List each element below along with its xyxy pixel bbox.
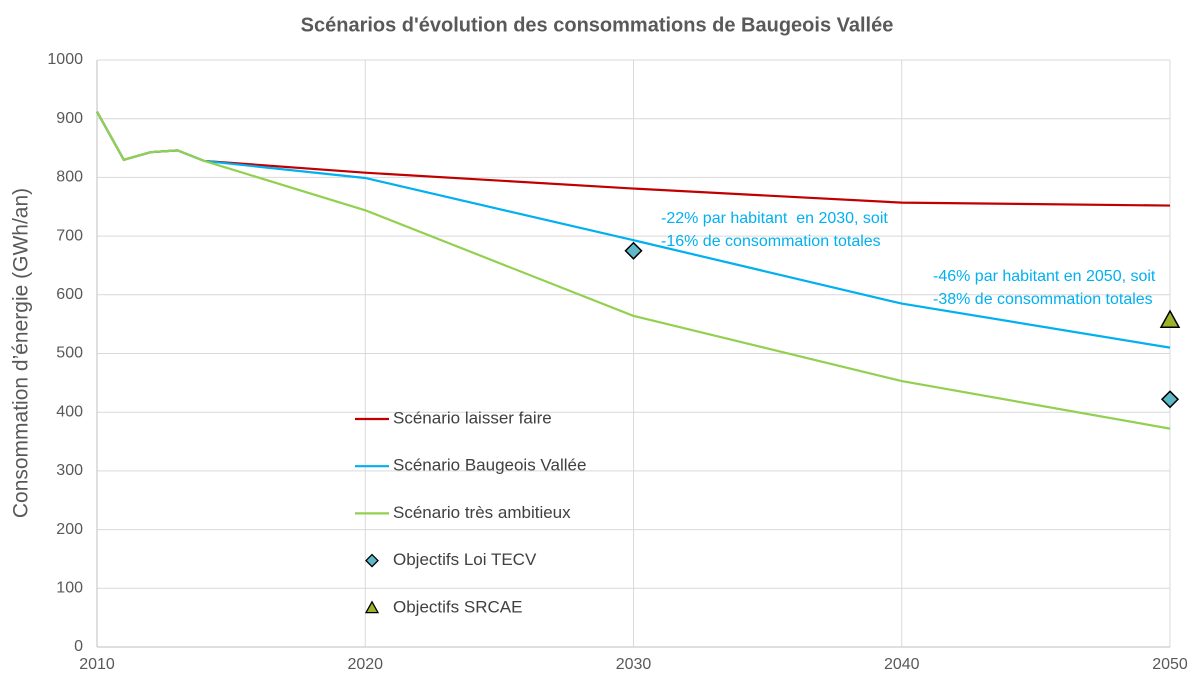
x-tick-label: 2050 (1152, 656, 1188, 673)
legend-label: Scénario Baugeois Vallée (393, 456, 586, 475)
annotation: -22% par habitant en 2030, soit (661, 210, 888, 227)
y-tick-label: 0 (74, 638, 83, 655)
x-tick-label: 2030 (616, 656, 652, 673)
series-line (96, 111, 1171, 430)
y-tick-label: 400 (56, 403, 83, 420)
y-tick-label: 200 (56, 521, 83, 538)
x-tick-label: 2020 (347, 656, 383, 673)
x-tick-label: 2010 (79, 656, 115, 673)
legend-label: Scénario laisser faire (393, 408, 552, 427)
y-tick-label: 700 (56, 227, 83, 244)
y-tick-label: 800 (56, 169, 83, 186)
legend-label: Scénario très ambitieux (393, 503, 571, 522)
diamond-marker (1160, 390, 1180, 409)
y-tick-label: 600 (56, 286, 83, 303)
legend-swatch (364, 600, 380, 614)
legend-swatch (365, 553, 379, 568)
annotation: -38% de consommation totales (933, 291, 1153, 308)
x-tick-label: 2040 (884, 656, 920, 673)
y-axis-label: Consommation d’énergie (GWh/an) (10, 188, 33, 518)
y-tick-label: 100 (56, 580, 83, 597)
y-tick-label: 300 (56, 462, 83, 479)
legend-label: Objectifs Loi TECV (393, 550, 537, 569)
triangle-marker (1159, 309, 1181, 328)
y-tick-label: 500 (56, 345, 83, 362)
legend-label: Objectifs SRCAE (393, 597, 522, 616)
y-tick-label: 900 (56, 110, 83, 127)
diamond-marker (624, 241, 643, 260)
chart-title: Scénarios d'évolution des consommations … (301, 14, 894, 36)
y-tick-label: 1000 (47, 51, 83, 68)
annotation: -16% de consommation totales (661, 233, 881, 250)
annotation: -46% par habitant en 2050, soit (933, 268, 1156, 285)
